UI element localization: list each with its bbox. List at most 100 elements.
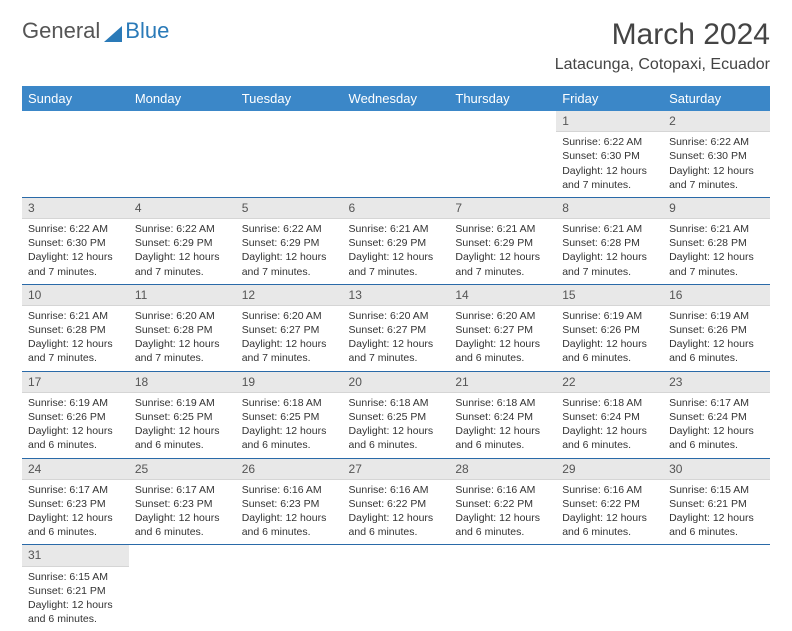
day-content: Sunrise: 6:17 AMSunset: 6:23 PMDaylight:… — [22, 480, 129, 545]
day-number: 21 — [449, 372, 556, 393]
calendar-cell: 27Sunrise: 6:16 AMSunset: 6:22 PMDayligh… — [343, 458, 450, 545]
calendar-cell — [236, 545, 343, 631]
daylight-line: Daylight: 12 hours and 6 minutes. — [242, 511, 337, 539]
day-content: Sunrise: 6:16 AMSunset: 6:22 PMDaylight:… — [343, 480, 450, 545]
day-number: 4 — [129, 198, 236, 219]
day-header: Friday — [556, 86, 663, 111]
day-content: Sunrise: 6:20 AMSunset: 6:27 PMDaylight:… — [236, 306, 343, 371]
calendar-cell: 15Sunrise: 6:19 AMSunset: 6:26 PMDayligh… — [556, 284, 663, 371]
calendar-week: 17Sunrise: 6:19 AMSunset: 6:26 PMDayligh… — [22, 371, 770, 458]
calendar-cell: 6Sunrise: 6:21 AMSunset: 6:29 PMDaylight… — [343, 197, 450, 284]
daylight-line: Daylight: 12 hours and 6 minutes. — [562, 511, 657, 539]
sunset-line: Sunset: 6:27 PM — [349, 323, 444, 337]
day-number: 16 — [663, 285, 770, 306]
day-number: 1 — [556, 111, 663, 132]
day-content: Sunrise: 6:21 AMSunset: 6:28 PMDaylight:… — [663, 219, 770, 284]
day-header: Thursday — [449, 86, 556, 111]
day-header: Saturday — [663, 86, 770, 111]
calendar-cell: 19Sunrise: 6:18 AMSunset: 6:25 PMDayligh… — [236, 371, 343, 458]
day-content: Sunrise: 6:20 AMSunset: 6:28 PMDaylight:… — [129, 306, 236, 371]
daylight-line: Daylight: 12 hours and 7 minutes. — [28, 337, 123, 365]
day-number: 6 — [343, 198, 450, 219]
daylight-line: Daylight: 12 hours and 7 minutes. — [135, 337, 230, 365]
calendar-week: 31Sunrise: 6:15 AMSunset: 6:21 PMDayligh… — [22, 545, 770, 631]
sunrise-line: Sunrise: 6:16 AM — [562, 483, 657, 497]
day-content: Sunrise: 6:21 AMSunset: 6:28 PMDaylight:… — [556, 219, 663, 284]
sunset-line: Sunset: 6:22 PM — [562, 497, 657, 511]
sunrise-line: Sunrise: 6:22 AM — [669, 135, 764, 149]
sunset-line: Sunset: 6:23 PM — [242, 497, 337, 511]
day-content: Sunrise: 6:20 AMSunset: 6:27 PMDaylight:… — [449, 306, 556, 371]
daylight-line: Daylight: 12 hours and 7 minutes. — [242, 250, 337, 278]
calendar-cell: 16Sunrise: 6:19 AMSunset: 6:26 PMDayligh… — [663, 284, 770, 371]
calendar-cell: 25Sunrise: 6:17 AMSunset: 6:23 PMDayligh… — [129, 458, 236, 545]
sunset-line: Sunset: 6:25 PM — [135, 410, 230, 424]
day-number: 8 — [556, 198, 663, 219]
daylight-line: Daylight: 12 hours and 6 minutes. — [455, 424, 550, 452]
calendar-cell — [236, 111, 343, 197]
sunrise-line: Sunrise: 6:21 AM — [349, 222, 444, 236]
calendar-cell — [22, 111, 129, 197]
calendar-cell: 1Sunrise: 6:22 AMSunset: 6:30 PMDaylight… — [556, 111, 663, 197]
sunset-line: Sunset: 6:26 PM — [28, 410, 123, 424]
sunrise-line: Sunrise: 6:19 AM — [135, 396, 230, 410]
day-header: Tuesday — [236, 86, 343, 111]
day-number: 28 — [449, 459, 556, 480]
calendar-cell: 20Sunrise: 6:18 AMSunset: 6:25 PMDayligh… — [343, 371, 450, 458]
daylight-line: Daylight: 12 hours and 6 minutes. — [349, 424, 444, 452]
day-content: Sunrise: 6:18 AMSunset: 6:24 PMDaylight:… — [449, 393, 556, 458]
sunrise-line: Sunrise: 6:21 AM — [28, 309, 123, 323]
daylight-line: Daylight: 12 hours and 6 minutes. — [349, 511, 444, 539]
sunset-line: Sunset: 6:28 PM — [135, 323, 230, 337]
daylight-line: Daylight: 12 hours and 6 minutes. — [669, 337, 764, 365]
calendar-week: 3Sunrise: 6:22 AMSunset: 6:30 PMDaylight… — [22, 197, 770, 284]
sunset-line: Sunset: 6:23 PM — [135, 497, 230, 511]
day-number: 19 — [236, 372, 343, 393]
sunrise-line: Sunrise: 6:18 AM — [562, 396, 657, 410]
day-number: 25 — [129, 459, 236, 480]
day-header: Sunday — [22, 86, 129, 111]
day-number: 9 — [663, 198, 770, 219]
calendar-week: 24Sunrise: 6:17 AMSunset: 6:23 PMDayligh… — [22, 458, 770, 545]
daylight-line: Daylight: 12 hours and 6 minutes. — [455, 511, 550, 539]
day-number: 20 — [343, 372, 450, 393]
calendar-cell: 11Sunrise: 6:20 AMSunset: 6:28 PMDayligh… — [129, 284, 236, 371]
sunset-line: Sunset: 6:26 PM — [669, 323, 764, 337]
calendar-cell: 21Sunrise: 6:18 AMSunset: 6:24 PMDayligh… — [449, 371, 556, 458]
day-number: 2 — [663, 111, 770, 132]
calendar-cell — [129, 111, 236, 197]
sunset-line: Sunset: 6:29 PM — [349, 236, 444, 250]
calendar-week: 10Sunrise: 6:21 AMSunset: 6:28 PMDayligh… — [22, 284, 770, 371]
sunrise-line: Sunrise: 6:21 AM — [562, 222, 657, 236]
day-content: Sunrise: 6:18 AMSunset: 6:25 PMDaylight:… — [236, 393, 343, 458]
daylight-line: Daylight: 12 hours and 6 minutes. — [135, 424, 230, 452]
day-number: 29 — [556, 459, 663, 480]
calendar-cell: 30Sunrise: 6:15 AMSunset: 6:21 PMDayligh… — [663, 458, 770, 545]
sunrise-line: Sunrise: 6:17 AM — [28, 483, 123, 497]
sunset-line: Sunset: 6:25 PM — [349, 410, 444, 424]
sunrise-line: Sunrise: 6:21 AM — [669, 222, 764, 236]
sunrise-line: Sunrise: 6:16 AM — [242, 483, 337, 497]
day-content: Sunrise: 6:19 AMSunset: 6:25 PMDaylight:… — [129, 393, 236, 458]
sunset-line: Sunset: 6:30 PM — [28, 236, 123, 250]
day-number: 24 — [22, 459, 129, 480]
sunset-line: Sunset: 6:22 PM — [349, 497, 444, 511]
daylight-line: Daylight: 12 hours and 6 minutes. — [242, 424, 337, 452]
calendar-cell: 18Sunrise: 6:19 AMSunset: 6:25 PMDayligh… — [129, 371, 236, 458]
day-number: 23 — [663, 372, 770, 393]
day-content: Sunrise: 6:21 AMSunset: 6:28 PMDaylight:… — [22, 306, 129, 371]
day-number: 5 — [236, 198, 343, 219]
calendar-cell — [556, 545, 663, 631]
daylight-line: Daylight: 12 hours and 7 minutes. — [669, 164, 764, 192]
daylight-line: Daylight: 12 hours and 7 minutes. — [135, 250, 230, 278]
day-number: 30 — [663, 459, 770, 480]
day-content: Sunrise: 6:21 AMSunset: 6:29 PMDaylight:… — [449, 219, 556, 284]
day-content: Sunrise: 6:16 AMSunset: 6:22 PMDaylight:… — [556, 480, 663, 545]
day-content: Sunrise: 6:21 AMSunset: 6:29 PMDaylight:… — [343, 219, 450, 284]
sunrise-line: Sunrise: 6:20 AM — [349, 309, 444, 323]
sunrise-line: Sunrise: 6:20 AM — [455, 309, 550, 323]
calendar-cell — [449, 545, 556, 631]
header: General Blue March 2024 Latacunga, Cotop… — [22, 18, 770, 74]
daylight-line: Daylight: 12 hours and 7 minutes. — [562, 164, 657, 192]
daylight-line: Daylight: 12 hours and 6 minutes. — [669, 424, 764, 452]
